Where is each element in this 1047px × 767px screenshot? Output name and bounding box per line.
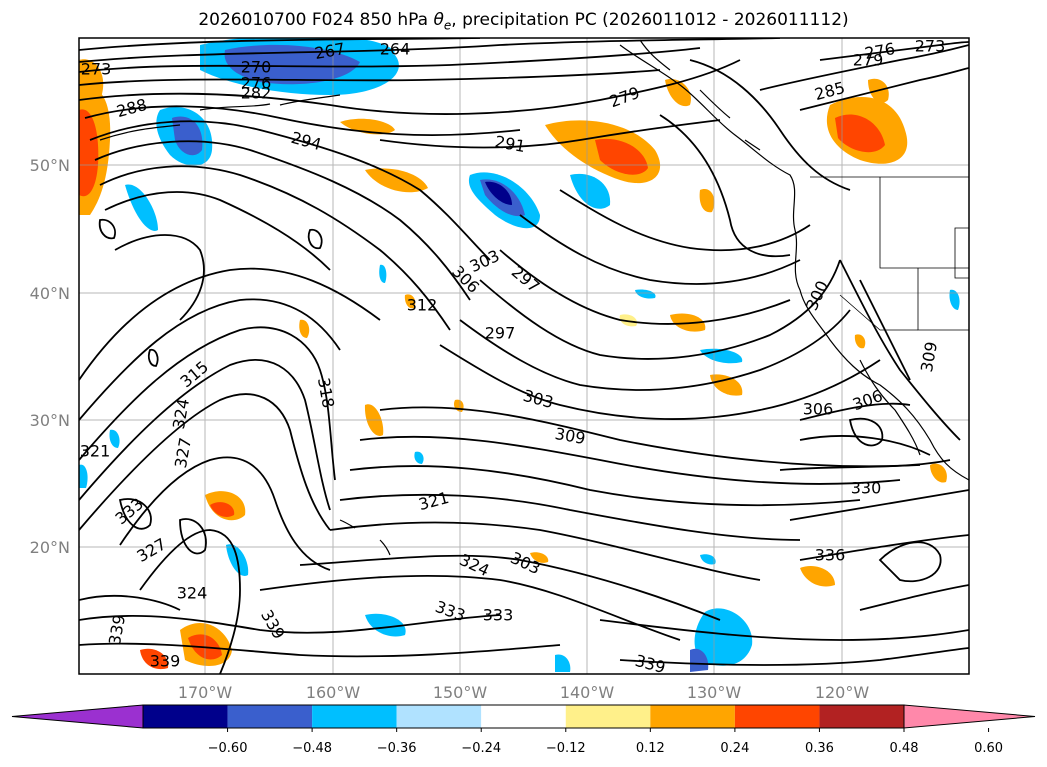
longitude-tick-label: 150°W: [433, 683, 488, 702]
political-borders: [810, 176, 969, 331]
latitude-tick-labels: 50°N 40°N 30°N 20°N: [30, 156, 70, 557]
colorbar-frame: [142, 704, 905, 729]
colorbar-segment: [227, 705, 313, 728]
colorbar-tick-label: −0.12: [546, 741, 586, 756]
contour-label: 291: [493, 132, 526, 156]
contour-label: 339: [633, 651, 667, 677]
contour-label: 339: [257, 607, 289, 643]
contour-label: 279: [853, 51, 884, 70]
longitude-tick-labels: 170°W 160°W 150°W 140°W 130°W 120°W: [178, 683, 870, 702]
colorbar-segment: [312, 705, 397, 728]
colorbar-extend-max: [903, 704, 1036, 729]
contour-label: 309: [917, 340, 941, 373]
title-theta: θ: [433, 10, 444, 30]
colorbar-tick-label: −0.24: [461, 741, 501, 756]
title-suffix: , precipitation PC (2026011012 - 2026011…: [451, 10, 849, 30]
contour-label: 324: [169, 397, 193, 430]
contour-label: 321: [417, 488, 451, 514]
longitude-tick-label: 170°W: [178, 683, 233, 702]
colorbar-segment: [565, 705, 651, 728]
contour-label: 294: [289, 128, 323, 154]
graticule: [79, 38, 969, 674]
longitude-tick-label: 140°W: [560, 683, 615, 702]
contour-label: 273: [915, 37, 946, 56]
colorbar-segment: [396, 705, 482, 728]
colorbar-tick-label: 0.12: [636, 741, 665, 756]
latitude-tick-label: 50°N: [30, 156, 70, 175]
latitude-tick-label: 30°N: [30, 411, 70, 430]
contour-label: 309: [553, 424, 586, 448]
contour-label: 327: [134, 534, 170, 566]
colorbar-segment: [650, 705, 735, 728]
contour-label: 297: [508, 262, 544, 296]
contour-label: 300: [802, 278, 832, 314]
contour-label: 312: [407, 296, 438, 315]
contour-label: 315: [177, 357, 213, 391]
contour-label: 288: [115, 95, 149, 121]
contour-label: 306: [803, 400, 834, 419]
colorbar-tick-label: 0.60: [974, 741, 1003, 756]
colorbar-tick-label: 0.24: [720, 741, 749, 756]
contour-label: 330: [851, 479, 882, 498]
colorbar-segment: [481, 705, 566, 728]
contour-label: 339: [105, 613, 129, 646]
contour-label: 321: [80, 442, 111, 461]
contour-label: 318: [314, 376, 338, 409]
contour-label: 276: [241, 74, 272, 93]
contour-label: 270: [241, 58, 272, 77]
contour-label: 333: [483, 606, 514, 625]
colorbar-segment: [734, 705, 820, 728]
colorbar-extend-min: [11, 704, 144, 729]
map-area: [79, 38, 969, 674]
longitude-tick-label: 120°W: [815, 683, 870, 702]
latitude-tick-label: 20°N: [30, 538, 70, 557]
contour-label: 336: [815, 546, 846, 565]
title-theta-sub: e: [443, 18, 452, 33]
contour-label: 297: [485, 324, 516, 343]
contour-label: 333: [112, 494, 148, 528]
longitude-tick-label: 130°W: [687, 683, 742, 702]
colorbar-tick-label: −0.60: [208, 741, 248, 756]
contour-label: 327: [171, 436, 195, 469]
map-frame: [78, 37, 970, 675]
contour-label: 303: [521, 386, 555, 412]
contour-label: 324: [177, 584, 208, 603]
colorbar-segment: [819, 705, 904, 728]
contour-label: 279: [607, 83, 642, 111]
longitude-tick-label: 160°W: [306, 683, 361, 702]
contour-label: 324: [457, 550, 493, 580]
colorbar: −0.60 −0.48 −0.36 −0.24 −0.12 0.12 0.24 0.36 0.4…: [11, 704, 1036, 756]
colorbar-tick-label: −0.48: [292, 741, 332, 756]
colorbar-tick-label: −0.36: [377, 741, 417, 756]
colorbar-tick-label: 0.36: [805, 741, 834, 756]
theta-e-contours: [79, 38, 969, 674]
contour-label: 282: [241, 84, 272, 103]
contour-label: 264: [380, 40, 411, 59]
coastlines: [99, 39, 969, 556]
colorbar-segment: [143, 705, 228, 728]
contour-label: 273: [81, 60, 112, 79]
map-title: 2026010700 F024 850 hPa θe, precipitatio…: [0, 10, 1047, 32]
title-prefix: 2026010700 F024 850 hPa: [198, 10, 434, 30]
contour-label: 306: [850, 386, 885, 414]
colorbar-tick-label: 0.48: [890, 741, 919, 756]
latitude-tick-label: 40°N: [30, 284, 70, 303]
contour-label: 339: [150, 652, 181, 671]
